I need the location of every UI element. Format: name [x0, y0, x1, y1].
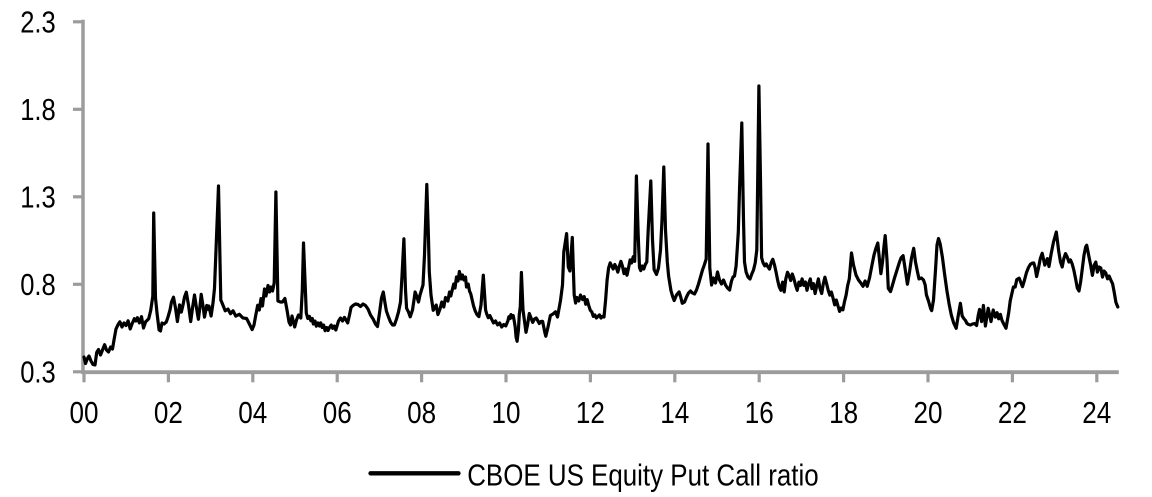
svg-text:0.3: 0.3	[20, 354, 56, 389]
svg-text:22: 22	[998, 395, 1027, 430]
svg-text:1.3: 1.3	[20, 179, 56, 214]
svg-text:1.8: 1.8	[20, 92, 56, 127]
svg-text:0.8: 0.8	[20, 267, 56, 302]
svg-text:02: 02	[154, 395, 183, 430]
svg-text:08: 08	[407, 395, 436, 430]
svg-text:20: 20	[914, 395, 943, 430]
svg-text:18: 18	[829, 395, 858, 430]
svg-text:24: 24	[1082, 395, 1111, 430]
svg-text:00: 00	[70, 395, 99, 430]
svg-text:10: 10	[492, 395, 521, 430]
svg-text:2.3: 2.3	[20, 4, 56, 39]
svg-text:12: 12	[576, 395, 605, 430]
svg-text:06: 06	[323, 395, 352, 430]
svg-text:16: 16	[745, 395, 774, 430]
svg-text:04: 04	[238, 395, 267, 430]
svg-text:14: 14	[660, 395, 689, 430]
svg-text:CBOE US Equity Put Call ratio: CBOE US Equity Put Call ratio	[467, 457, 819, 492]
